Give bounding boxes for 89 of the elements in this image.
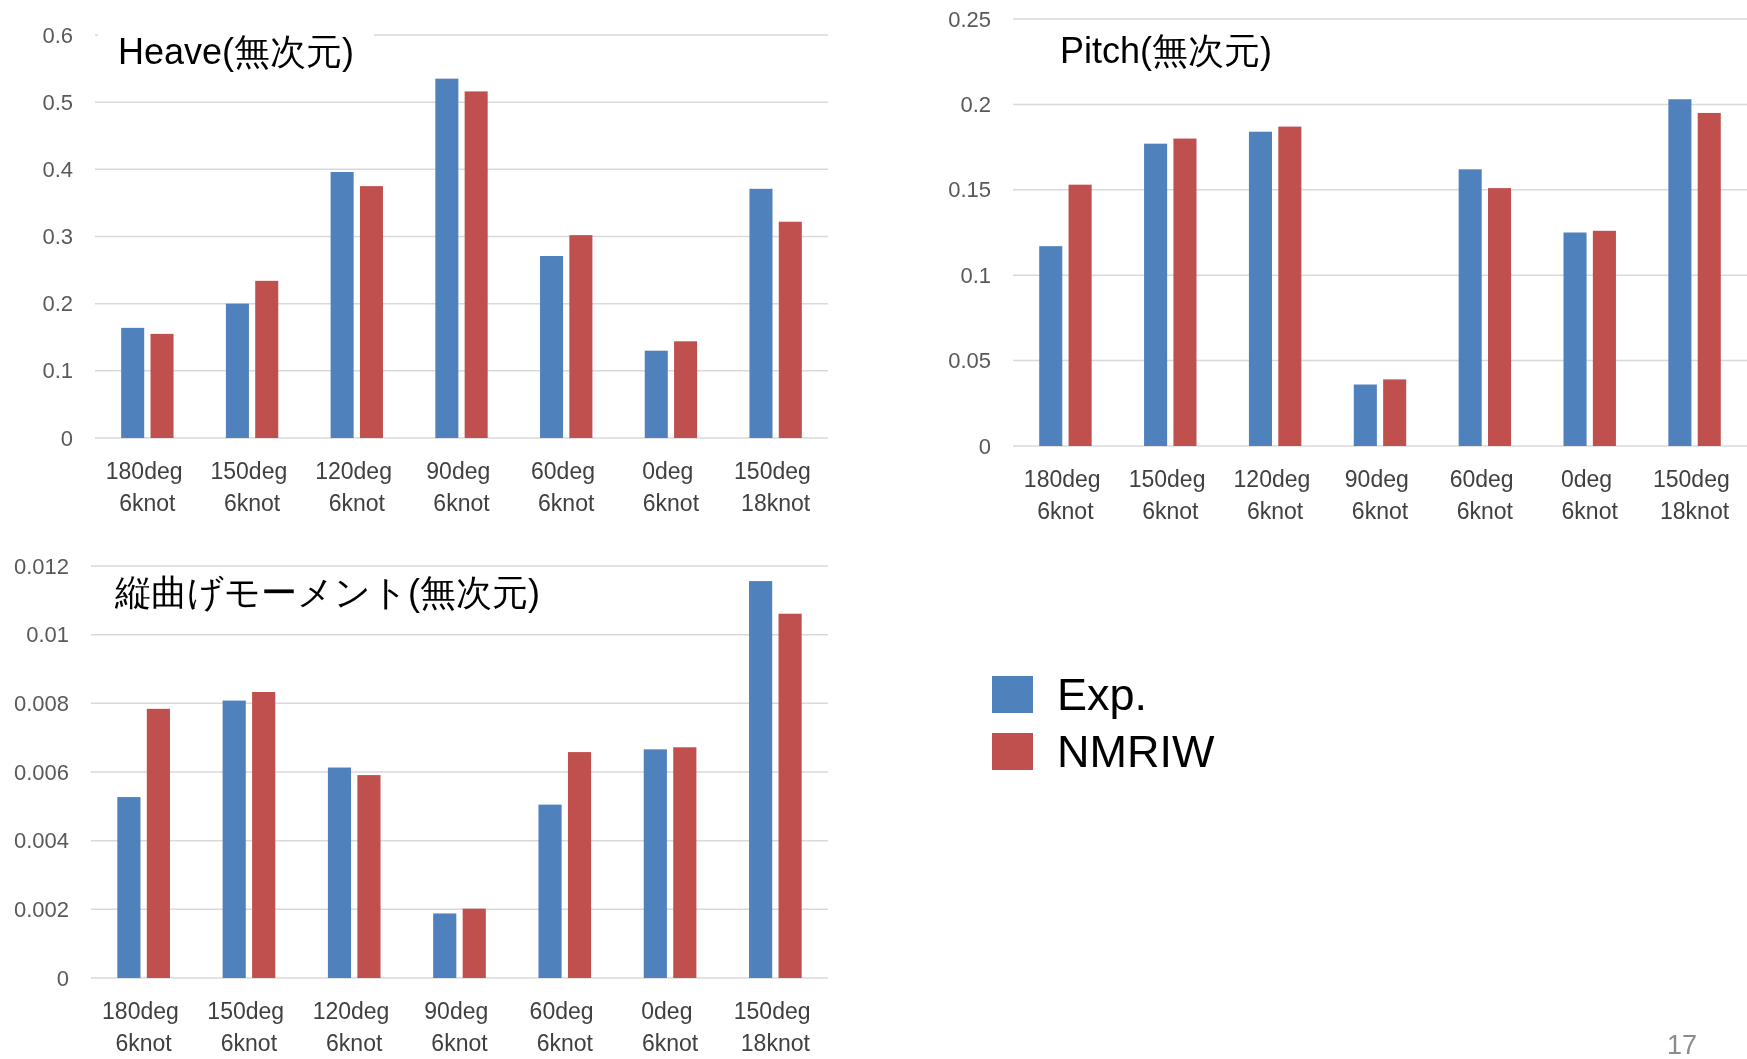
- bar: [146, 708, 170, 978]
- x-tick-label: 180deg 6knot: [105, 458, 189, 516]
- y-tick-label: 0.004: [13, 828, 69, 854]
- y-tick-label: 0: [60, 425, 73, 451]
- bar: [1458, 169, 1482, 446]
- x-tick-label: 120deg 6knot: [315, 458, 399, 516]
- bar: [778, 221, 802, 438]
- bar: [1248, 131, 1272, 446]
- bar: [1383, 379, 1407, 446]
- bar: [462, 908, 486, 978]
- y-tick-label: 0.002: [13, 896, 69, 922]
- bar: [255, 280, 279, 438]
- x-tick-label: 0deg 6knot: [641, 998, 699, 1056]
- y-tick-label: 0.4: [42, 156, 73, 182]
- x-tick-label: 60deg 6knot: [1449, 466, 1521, 524]
- title: Pitch(無次元): [1060, 30, 1272, 71]
- bar: [357, 775, 381, 978]
- y-tick-label: 0: [978, 433, 991, 459]
- bar: [464, 91, 488, 438]
- x-tick-label: 150deg 6knot: [1128, 466, 1212, 524]
- bar: [1068, 184, 1092, 446]
- legend-label: NMRIW: [1057, 726, 1215, 777]
- bar: [225, 303, 249, 438]
- y-tick-label: 0.3: [42, 224, 73, 249]
- x-tick-label: 0deg 6knot: [642, 458, 700, 516]
- bar: [150, 333, 174, 438]
- x-tick-label: 120deg 6knot: [312, 998, 396, 1056]
- bar: [674, 341, 698, 438]
- x-tick-label: 60deg 6knot: [531, 458, 602, 516]
- x-tick-label: 60deg 6knot: [529, 998, 600, 1056]
- bar: [540, 255, 564, 438]
- y-tick-label: 0.5: [42, 89, 73, 115]
- bar: [567, 752, 592, 978]
- bar: [569, 235, 593, 438]
- bar: [643, 749, 667, 978]
- y-tick-label: 0.1: [960, 262, 991, 288]
- bar: [252, 692, 276, 978]
- bar: [1039, 246, 1063, 446]
- y-tick-label: 0.25: [948, 6, 991, 32]
- bar: [1563, 232, 1587, 446]
- legend-label: Exp.: [1057, 669, 1148, 720]
- bar: [433, 913, 457, 978]
- y-tick-label: 0.008: [13, 690, 69, 716]
- x-tick-label: 150deg 6knot: [210, 458, 294, 516]
- bar: [121, 327, 145, 438]
- x-tick-label: 150deg 18knot: [1653, 466, 1737, 524]
- x-tick-label: 90deg 6knot: [1344, 466, 1416, 524]
- bar: [1697, 112, 1721, 446]
- bar: [1173, 138, 1197, 446]
- title: Heave(無次元): [118, 31, 355, 72]
- x-tick-label: 150deg 6knot: [207, 998, 291, 1056]
- y-tick-label: 0.2: [42, 291, 73, 317]
- x-tick-label: 180deg 6knot: [102, 998, 186, 1056]
- x-tick-label: 150deg 18knot: [733, 998, 817, 1056]
- y-tick-label: 0.2: [960, 91, 991, 117]
- y-tick-label: 0.05: [948, 348, 991, 374]
- x-tick-label: 90deg 6knot: [426, 458, 497, 516]
- bar: [1668, 99, 1692, 446]
- bar: [435, 78, 459, 438]
- x-tick-label: 0deg 6knot: [1560, 466, 1619, 524]
- y-tick-label: 0.01: [26, 622, 69, 648]
- bar: [327, 767, 352, 978]
- y-tick-label: 0.012: [13, 553, 69, 579]
- bar: [644, 350, 668, 438]
- bar: [1144, 143, 1168, 446]
- y-tick-label: 0.15: [948, 177, 991, 203]
- x-tick-label: 150deg 18knot: [734, 458, 818, 516]
- bar: [1488, 188, 1512, 446]
- bar: [1353, 384, 1377, 446]
- bar: [538, 804, 562, 978]
- bar: [1278, 126, 1302, 446]
- bar: [749, 581, 773, 978]
- y-tick-label: 0.6: [42, 22, 73, 48]
- bar: [749, 188, 773, 438]
- text: 17: [1666, 1030, 1698, 1059]
- bar: [222, 700, 246, 978]
- title: 縦曲げモーメント(無次元): [115, 572, 540, 613]
- bar: [1592, 230, 1616, 446]
- x-tick-label: 120deg 6knot: [1233, 466, 1317, 524]
- bar: [117, 797, 141, 978]
- x-tick-label: 180deg 6knot: [1023, 466, 1107, 524]
- y-tick-label: 0.1: [42, 358, 73, 384]
- bar: [673, 747, 697, 978]
- bar: [359, 186, 383, 438]
- bar: [330, 172, 354, 438]
- bar: [778, 613, 802, 978]
- y-tick-label: 0: [56, 965, 69, 991]
- x-tick-label: 90deg 6knot: [424, 998, 495, 1056]
- y-tick-label: 0.006: [13, 759, 69, 785]
